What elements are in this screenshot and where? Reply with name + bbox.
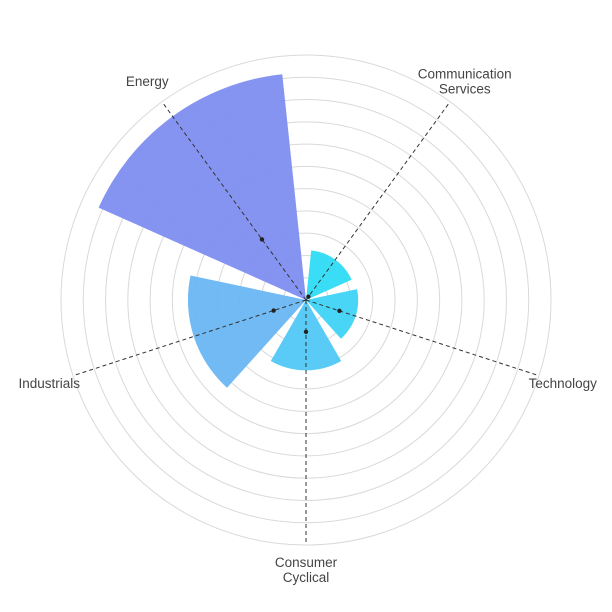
grid-ring xyxy=(82,76,530,524)
category-label-line: Technology xyxy=(529,376,598,391)
axis-line xyxy=(161,101,307,301)
mean-marker xyxy=(259,237,265,242)
bar-technology xyxy=(306,289,359,339)
category-label: Communication Services xyxy=(418,67,512,97)
category-label: Technology xyxy=(529,376,598,391)
bar-industrials xyxy=(187,275,306,388)
category-label: Consumer Cyclical xyxy=(275,555,338,585)
bar-communication-services xyxy=(306,250,352,300)
category-label-line: Cyclical xyxy=(283,570,330,585)
category-label-line: Energy xyxy=(126,74,169,89)
category-label-line: Services xyxy=(439,82,491,97)
mean-marker xyxy=(271,308,276,313)
mean-marker xyxy=(303,329,309,334)
category-label-line: Consumer xyxy=(275,555,338,570)
category-label: Energy xyxy=(126,74,169,89)
grid-ring xyxy=(60,54,552,546)
category-label-line: Industrials xyxy=(18,376,80,391)
mean-markers xyxy=(259,237,342,334)
bars-layer xyxy=(98,74,359,388)
category-label: Industrials xyxy=(18,376,80,391)
axis-lines xyxy=(72,101,540,545)
grid-ring xyxy=(105,99,507,501)
mean-marker xyxy=(306,294,311,299)
axis-line xyxy=(72,299,307,377)
mean-marker xyxy=(337,308,342,314)
bar-energy xyxy=(98,74,306,301)
axis-line xyxy=(305,101,451,301)
axis-line xyxy=(305,299,540,377)
category-label-line: Communication xyxy=(418,67,512,82)
